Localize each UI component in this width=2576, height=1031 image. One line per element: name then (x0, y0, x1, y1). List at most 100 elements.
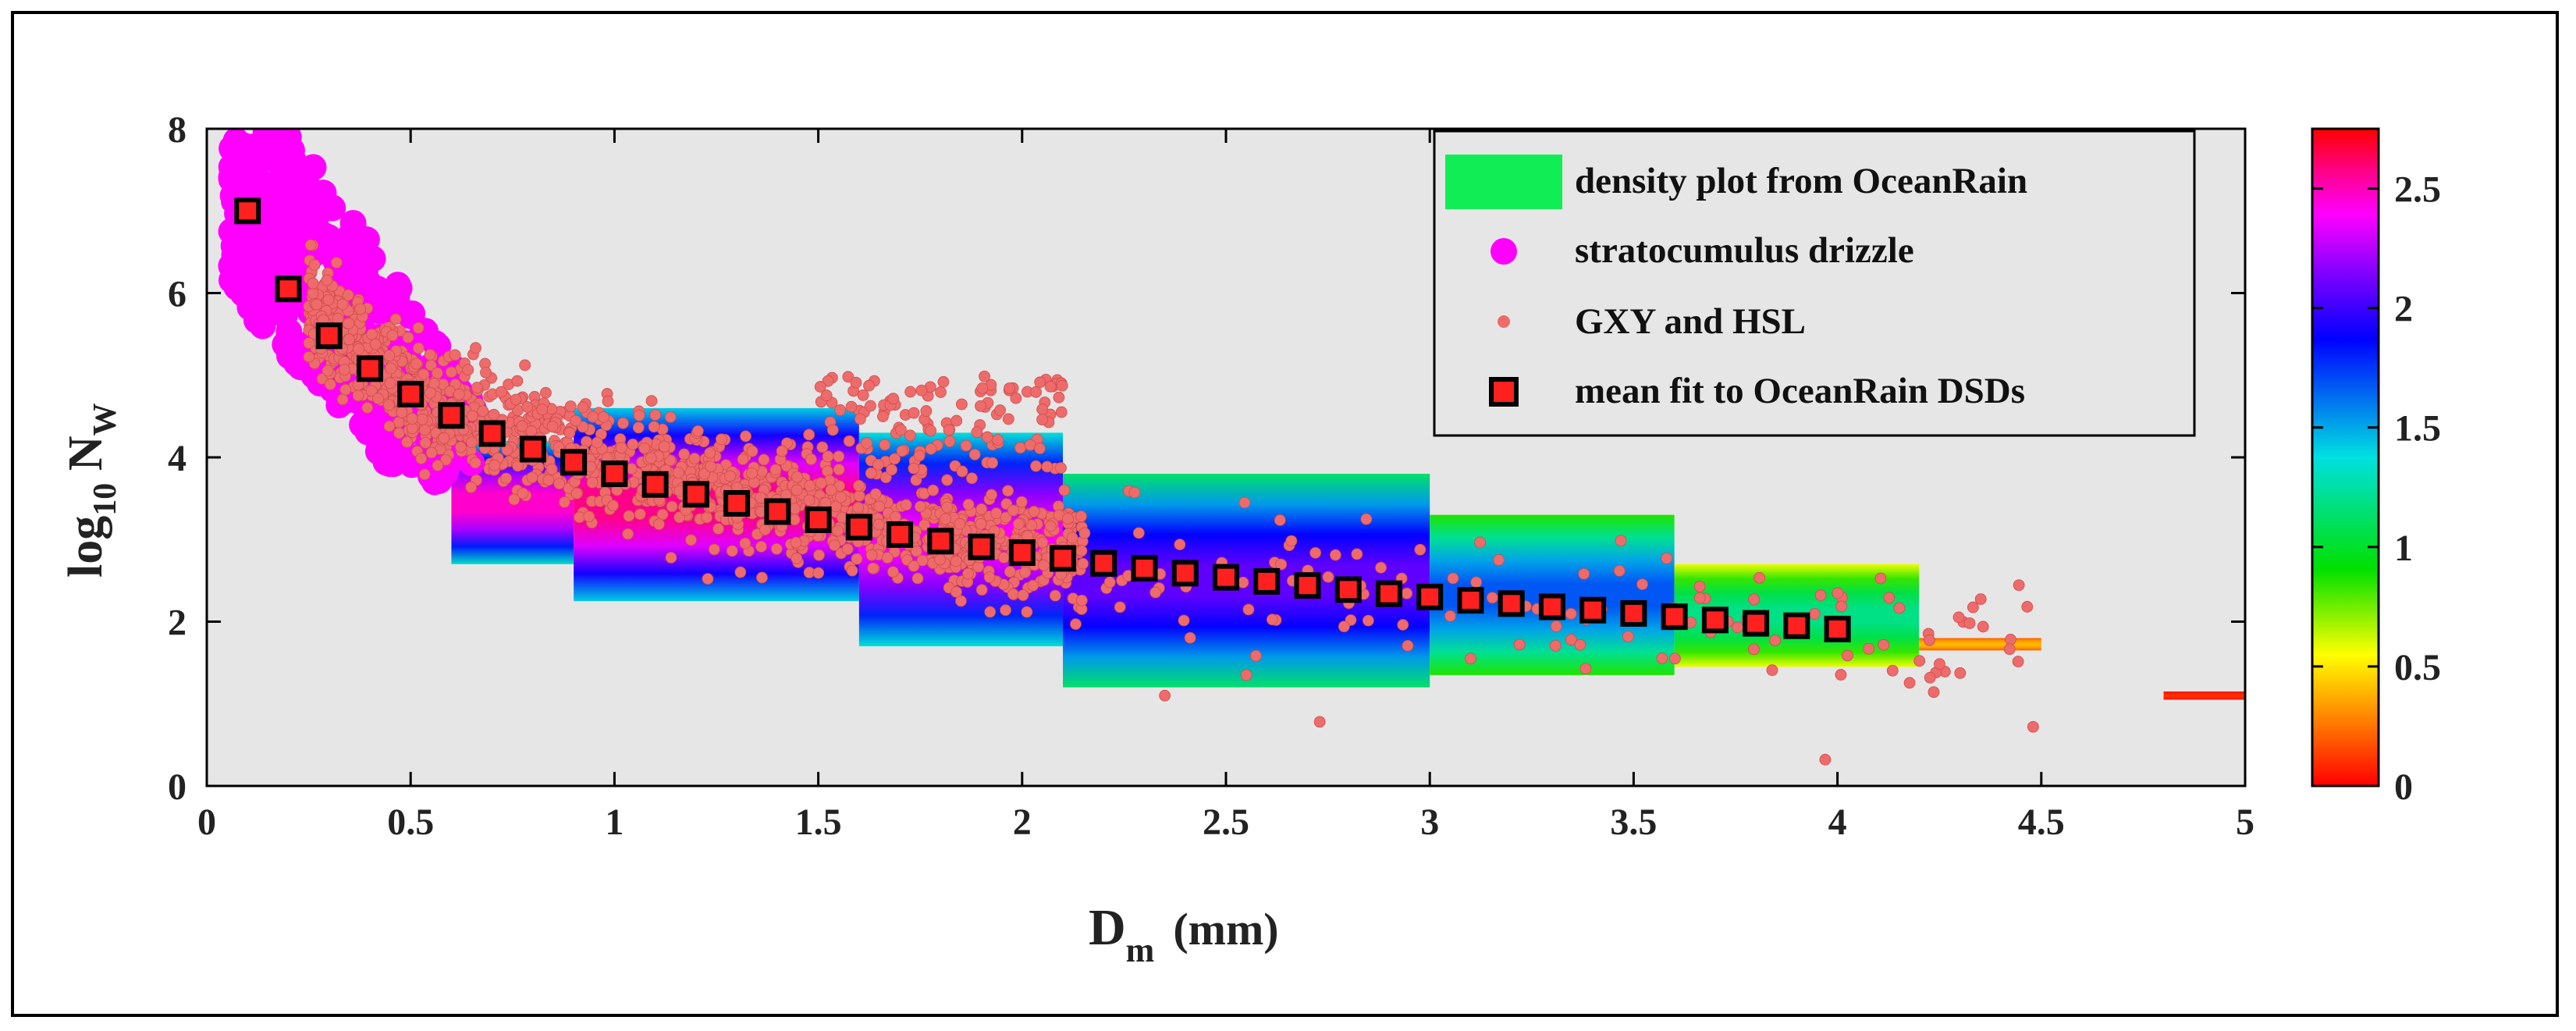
x-tick-label: 2.5 (1203, 802, 1249, 843)
x-tick-label: 1.5 (795, 802, 842, 843)
gxy-point (1242, 603, 1255, 616)
legend-label-drizzle: stratocumulus drizzle (1575, 230, 1914, 271)
gxy-point (1313, 716, 1326, 728)
gxy-point (553, 478, 566, 490)
gxy-point (1954, 667, 1967, 679)
gxy-point (1732, 621, 1743, 634)
gxy-point (477, 405, 489, 418)
gxy-point (857, 389, 869, 401)
mean-fit-marker (1171, 560, 1199, 587)
gxy-point (998, 552, 1010, 563)
gxy-point (955, 595, 967, 607)
gxy-point (803, 494, 815, 507)
gxy-point (410, 357, 423, 370)
gxy-point (1493, 554, 1505, 566)
gxy-point (586, 477, 599, 489)
gxy-point (791, 552, 803, 564)
gxy-point (846, 564, 858, 577)
gxy-point (861, 437, 873, 450)
mean-fit-marker (519, 436, 546, 463)
gxy-point (1275, 558, 1288, 571)
gxy-point (324, 379, 336, 390)
gxy-point (1078, 527, 1091, 539)
gxy-point (432, 367, 443, 379)
gxy-point (366, 328, 378, 340)
gxy-point (1007, 588, 1019, 600)
gxy-point (1077, 557, 1089, 570)
gxy-point (1402, 639, 1414, 652)
gxy-point (1693, 592, 1706, 604)
gxy-point (412, 342, 425, 354)
gxy-point (623, 510, 635, 522)
drizzle-point (399, 300, 426, 327)
gxy-point (688, 453, 701, 464)
gxy-point (321, 274, 333, 286)
gxy-point (956, 465, 968, 478)
mean-fit-marker (601, 460, 628, 488)
gxy-point (1266, 613, 1278, 626)
gxy-point (365, 385, 378, 397)
gxy-point (489, 459, 500, 471)
gxy-point (393, 427, 405, 439)
drizzle-point (249, 312, 276, 340)
gxy-point (908, 407, 920, 419)
gxy-point (737, 453, 749, 465)
gxy-point (1249, 649, 1262, 662)
gxy-point (471, 382, 483, 393)
drizzle-point (354, 418, 382, 446)
mean-fit-marker (1743, 610, 1770, 637)
gxy-point (908, 560, 920, 572)
gxy-point (1883, 592, 1896, 604)
gxy-point (1338, 620, 1350, 633)
gxy-point (900, 499, 912, 511)
gxy-point (396, 407, 408, 419)
colorbar-tick-label: 1.5 (2394, 408, 2441, 450)
mean-fit-marker (560, 449, 588, 476)
gxy-point (1030, 460, 1042, 472)
drizzle-point (218, 154, 245, 181)
gxy-point (904, 429, 916, 442)
gxy-point (633, 409, 645, 421)
gxy-point (664, 411, 677, 423)
legend-density-swatch (1445, 155, 1562, 209)
gxy-point (1036, 536, 1049, 549)
gxy-point (389, 313, 402, 325)
gxy-point (1238, 496, 1251, 509)
gxy-point (879, 439, 891, 451)
mean-fit-marker (764, 498, 791, 525)
legend-label-density: density plot from OceanRain (1575, 161, 2027, 201)
gxy-point (704, 446, 716, 459)
gxy-point (826, 424, 839, 436)
gxy-point (1322, 571, 1334, 583)
gxy-point (480, 366, 492, 379)
mean-fit-marker (968, 533, 995, 560)
gxy-point (990, 507, 1003, 520)
gxy-point (776, 445, 788, 457)
legend-gxy-marker (1498, 315, 1510, 328)
gxy-point (508, 493, 521, 506)
gxy-point (889, 453, 901, 465)
colorbar-tick-label: 2.5 (2394, 169, 2441, 211)
gxy-point (1967, 601, 1979, 613)
y-tick-label: 8 (168, 109, 187, 151)
mean-fit-marker (1008, 539, 1036, 567)
gxy-point (1159, 689, 1171, 702)
gxy-point (1656, 652, 1668, 664)
gxy-point (1766, 664, 1778, 677)
gxy-point (1974, 593, 1987, 606)
gxy-point (984, 606, 997, 618)
gxy-point (842, 371, 855, 383)
gxy-point (439, 453, 452, 466)
gxy-point (937, 375, 950, 388)
gxy-point (1397, 619, 1409, 631)
gxy-point (1769, 635, 1782, 646)
y-tick-label: 4 (168, 438, 187, 479)
gxy-point (648, 421, 660, 433)
gxy-point (1274, 514, 1286, 526)
gxy-point (1056, 379, 1068, 392)
gxy-point (645, 395, 658, 407)
gxy-hsl-series (303, 239, 2039, 766)
gxy-point (525, 425, 538, 437)
gxy-point (788, 503, 801, 515)
gxy-point (940, 513, 951, 525)
